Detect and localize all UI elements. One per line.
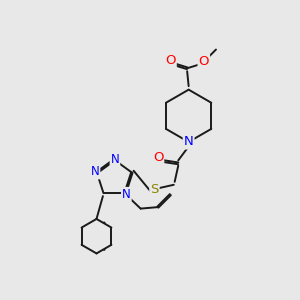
- Text: O: O: [165, 54, 176, 67]
- Text: N: N: [111, 153, 119, 166]
- Text: N: N: [184, 136, 194, 148]
- Text: O: O: [199, 55, 209, 68]
- Text: N: N: [122, 188, 131, 201]
- Text: N: N: [91, 165, 99, 178]
- Text: S: S: [150, 183, 159, 196]
- Text: O: O: [153, 151, 163, 164]
